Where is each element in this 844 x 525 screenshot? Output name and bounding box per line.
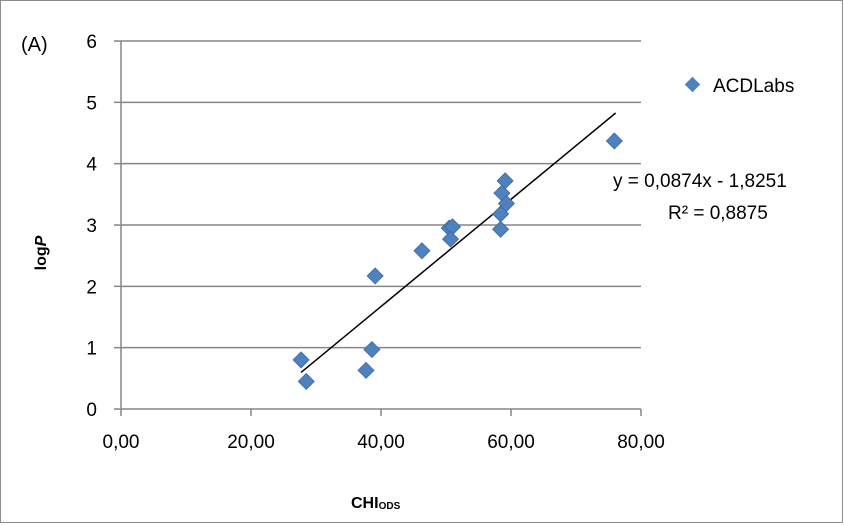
- y-tick-label: 4: [86, 155, 97, 176]
- y-tick-label: 5: [86, 93, 97, 114]
- data-point: [496, 172, 514, 190]
- data-point: [413, 242, 431, 260]
- trendline-group: [300, 112, 617, 374]
- y-tick-label: 3: [86, 216, 97, 237]
- y-tick-label: 1: [86, 339, 97, 360]
- data-points: [292, 132, 623, 390]
- y-axis-title-italic: P: [33, 235, 50, 246]
- y-ticks: 0 1 2 3 4 5 6: [86, 32, 121, 421]
- y-axis-title: logP: [33, 235, 50, 270]
- legend-marker-acdlabs: [684, 76, 701, 93]
- x-ticks: 0,00 20,00 40,00 60,00 80,00: [103, 409, 665, 453]
- y-tick-label: 2: [86, 277, 97, 298]
- legend: ACDLabs: [684, 76, 794, 97]
- data-point: [441, 230, 460, 248]
- data-point: [605, 132, 623, 150]
- data-point: [363, 340, 381, 359]
- trendline-equation: y = 0,0874x - 1,8251: [613, 171, 787, 192]
- x-tick-label: 80,00: [617, 432, 665, 453]
- x-axis-title-sub: ODS: [379, 501, 401, 512]
- data-point: [292, 351, 310, 369]
- x-tick-label: 20,00: [227, 432, 275, 453]
- r-squared-label: R² = 0,8875: [668, 203, 768, 224]
- data-point: [497, 194, 516, 213]
- data-point: [366, 267, 384, 285]
- y-tick-label: 0: [86, 400, 97, 421]
- panel-label: (A): [21, 34, 48, 56]
- trendline: [300, 112, 617, 374]
- data-point: [357, 361, 375, 379]
- data-point: [492, 220, 510, 238]
- legend-label-acdlabs: ACDLabs: [713, 76, 794, 97]
- data-point: [297, 372, 315, 390]
- x-tick-label: 40,00: [357, 432, 405, 453]
- x-axis-title: CHIODS: [351, 495, 401, 512]
- gridlines: [121, 40, 641, 349]
- x-axis-title-main: CHI: [351, 495, 379, 512]
- x-tick-label: 60,00: [487, 432, 535, 453]
- y-axis-title-main: log: [33, 246, 50, 270]
- x-tick-label: 0,00: [103, 432, 140, 453]
- y-tick-label: 6: [86, 32, 97, 53]
